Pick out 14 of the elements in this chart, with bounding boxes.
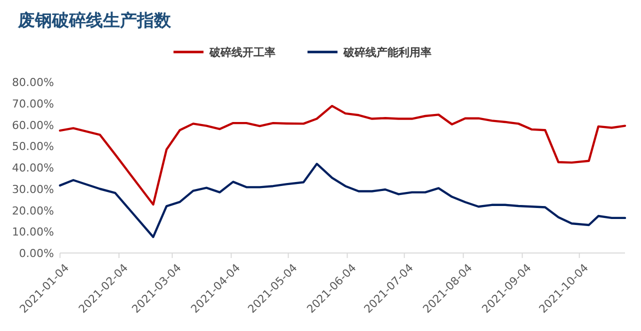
y-tick-label: 0.00% bbox=[19, 247, 54, 260]
y-tick-label: 40.00% bbox=[12, 162, 54, 174]
chart-title: 废钢破碎线生产指数 bbox=[17, 11, 172, 31]
y-tick-label: 80.00% bbox=[12, 76, 54, 89]
y-tick-label: 50.00% bbox=[12, 140, 54, 154]
legend-label: 破碎线开工率 bbox=[208, 46, 276, 59]
line-series bbox=[58, 162, 626, 238]
y-tick-label: 20.00% bbox=[12, 204, 54, 218]
y-tick-label: 30.00% bbox=[12, 182, 54, 196]
legend-label: 破碎线产能利用率 bbox=[342, 46, 432, 59]
y-tick-label: 70.00% bbox=[12, 97, 54, 110]
y-tick-label: 60.00% bbox=[12, 118, 54, 132]
y-tick-label: 10.00% bbox=[12, 226, 54, 239]
line-series bbox=[58, 104, 626, 206]
